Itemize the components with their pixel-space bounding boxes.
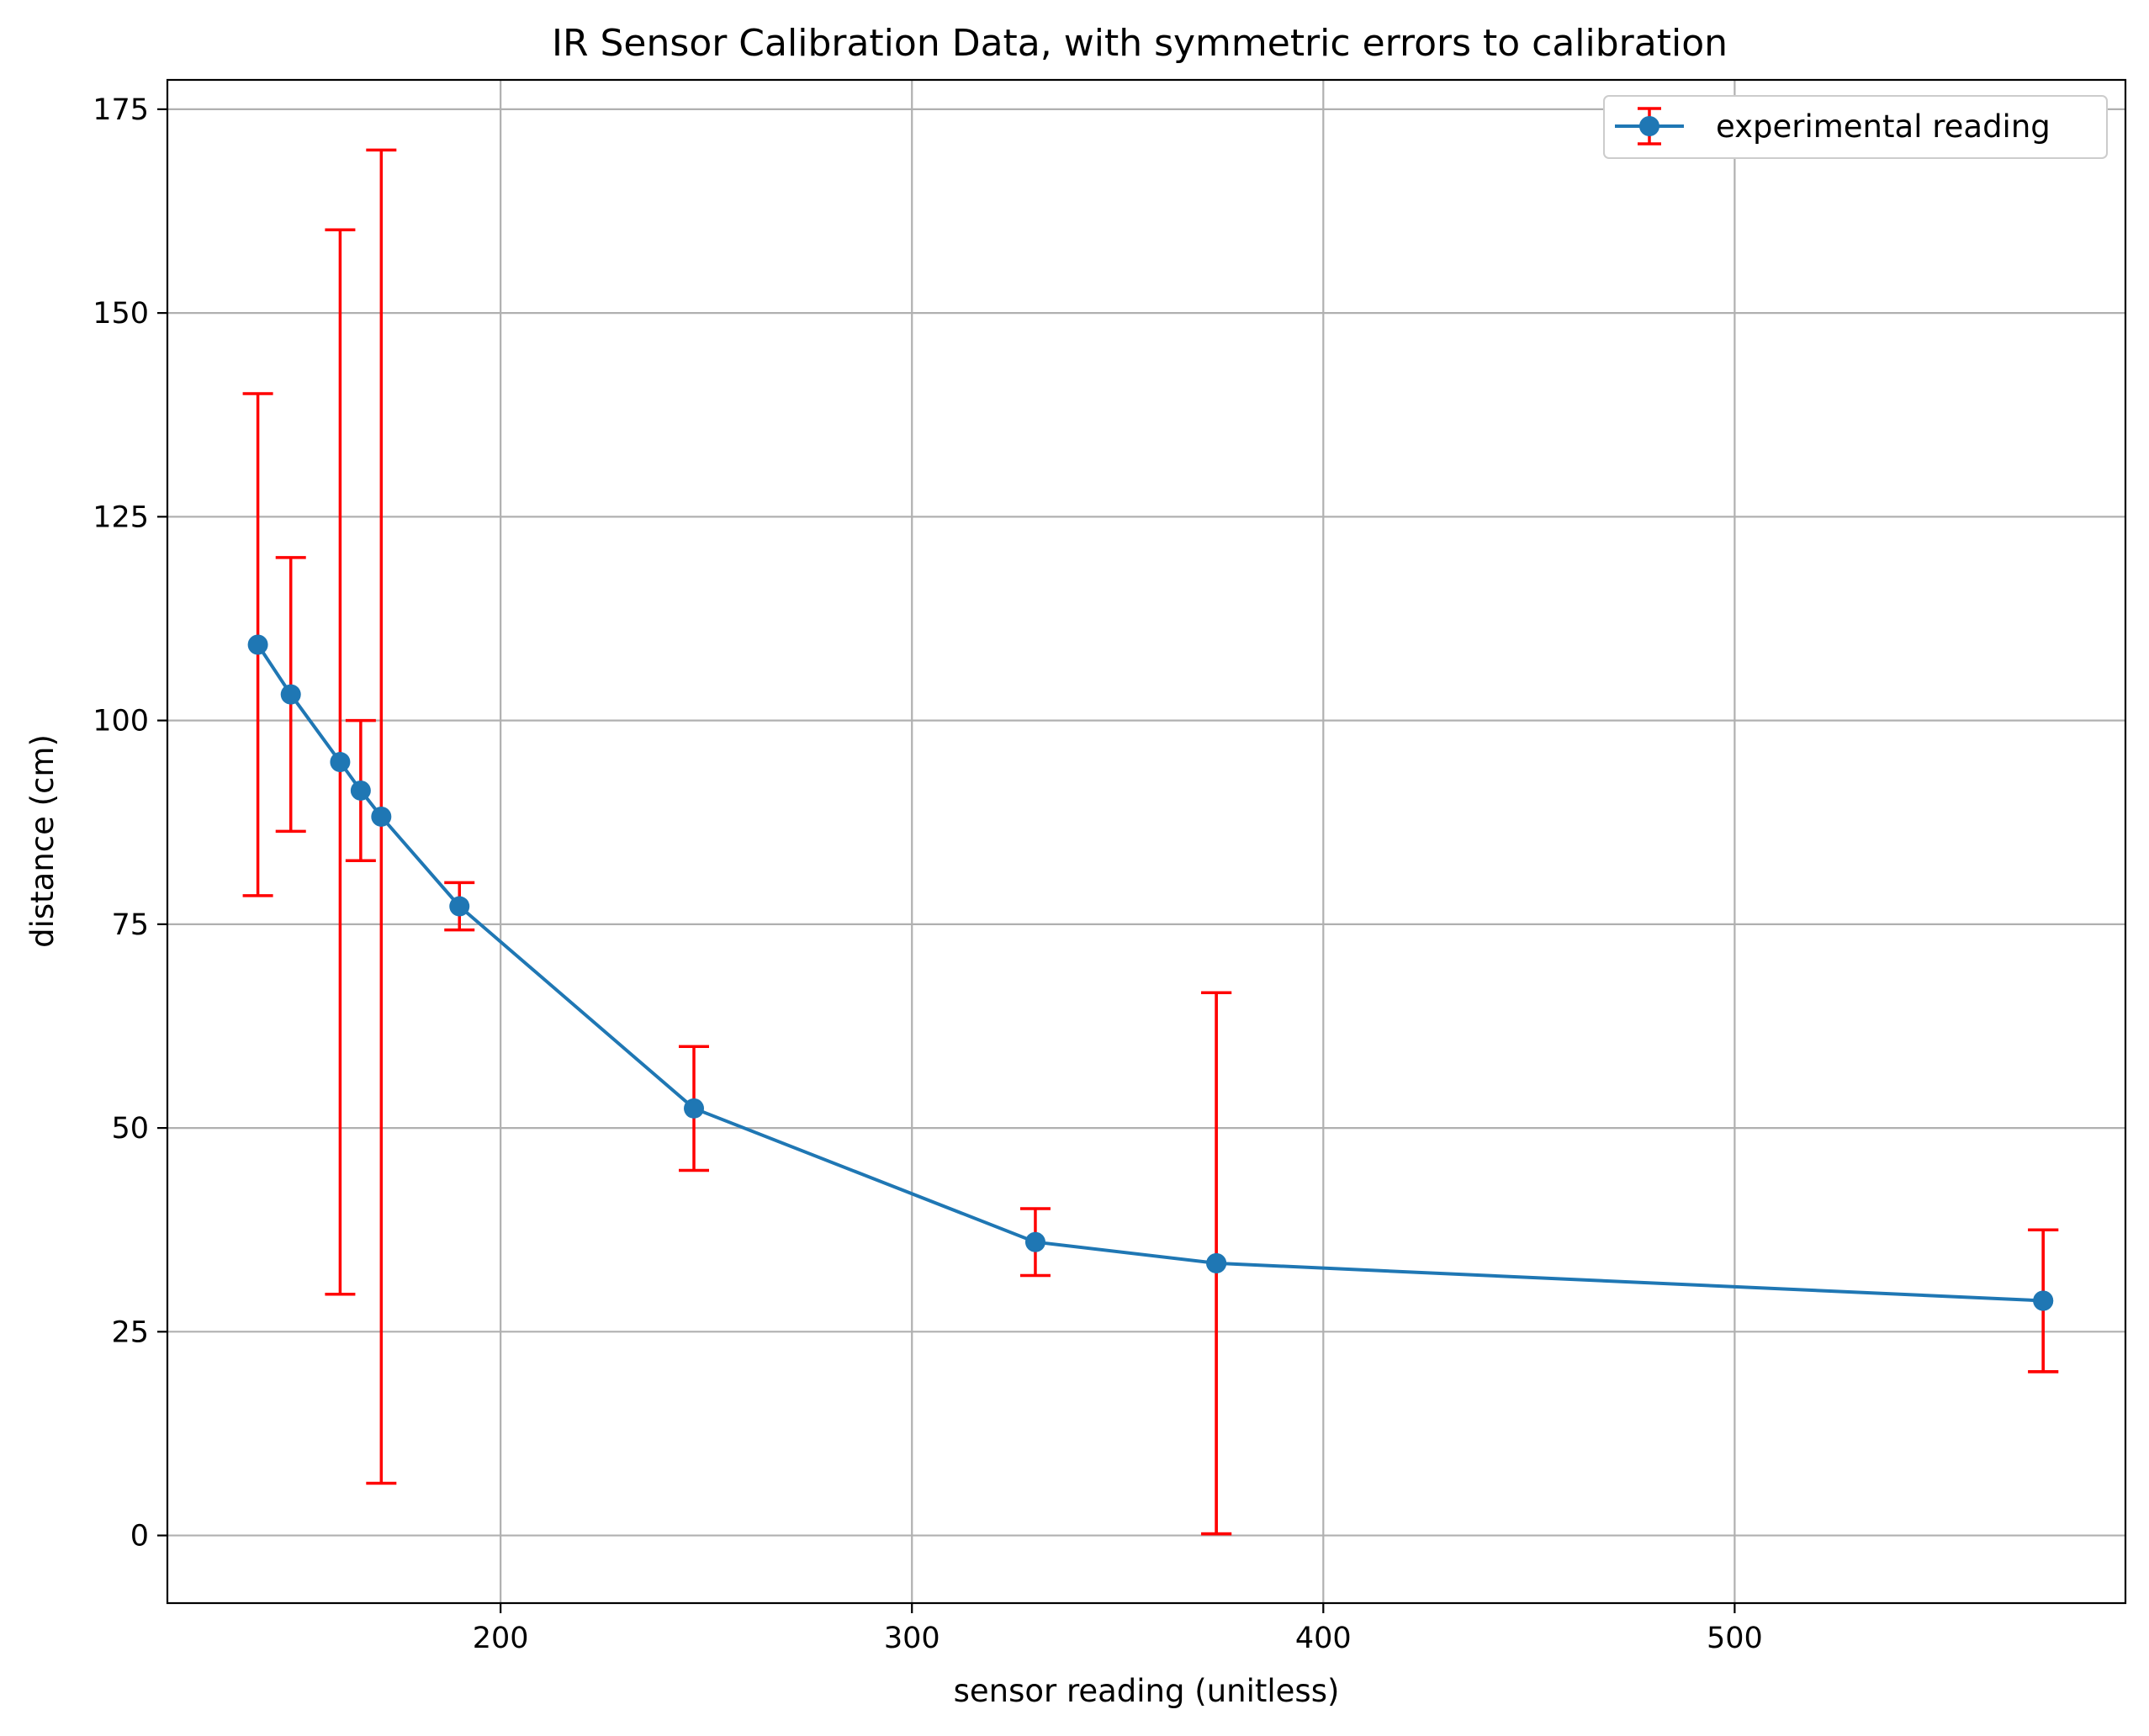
plot-frame [166, 78, 2127, 1605]
ticks: 200 300 400 500 0 25 50 75 100 125 150 175 [93, 93, 1763, 1655]
y-tick-label: 175 [93, 93, 149, 127]
data-point [2033, 1290, 2054, 1311]
x-tick-label: 400 [1295, 1622, 1352, 1655]
x-tick-label: 500 [1707, 1622, 1763, 1655]
data-point [330, 752, 351, 773]
data-point [1206, 1252, 1227, 1273]
legend-label: experimental reading [1716, 108, 2051, 145]
x-tick-label: 300 [884, 1622, 940, 1655]
data-point [371, 806, 392, 827]
y-axis-label: distance (cm) [24, 734, 61, 948]
y-tick-label: 25 [111, 1315, 149, 1349]
data-point [1024, 1231, 1045, 1252]
legend-marker-sample [1639, 116, 1659, 136]
data-point [247, 634, 268, 655]
data-point [684, 1098, 705, 1119]
y-tick-label: 0 [130, 1520, 149, 1553]
legend-box [1603, 95, 2108, 159]
legend: experimental reading [1603, 95, 2108, 159]
x-tick-label: 200 [473, 1622, 529, 1655]
grid [167, 80, 2125, 1603]
y-tick-label: 50 [111, 1112, 149, 1146]
y-tick-label: 150 [93, 297, 149, 331]
y-tick-label: 125 [93, 500, 149, 534]
data-markers [247, 634, 2054, 1311]
x-axis-label: sensor reading (unitless) [954, 1673, 1340, 1709]
data-point [350, 780, 371, 801]
data-point [449, 896, 470, 917]
y-tick-label: 100 [93, 705, 149, 738]
chart-title: IR Sensor Calibration Data, with symmetr… [552, 22, 1728, 65]
data-point [280, 684, 301, 705]
y-tick-label: 75 [111, 908, 149, 942]
